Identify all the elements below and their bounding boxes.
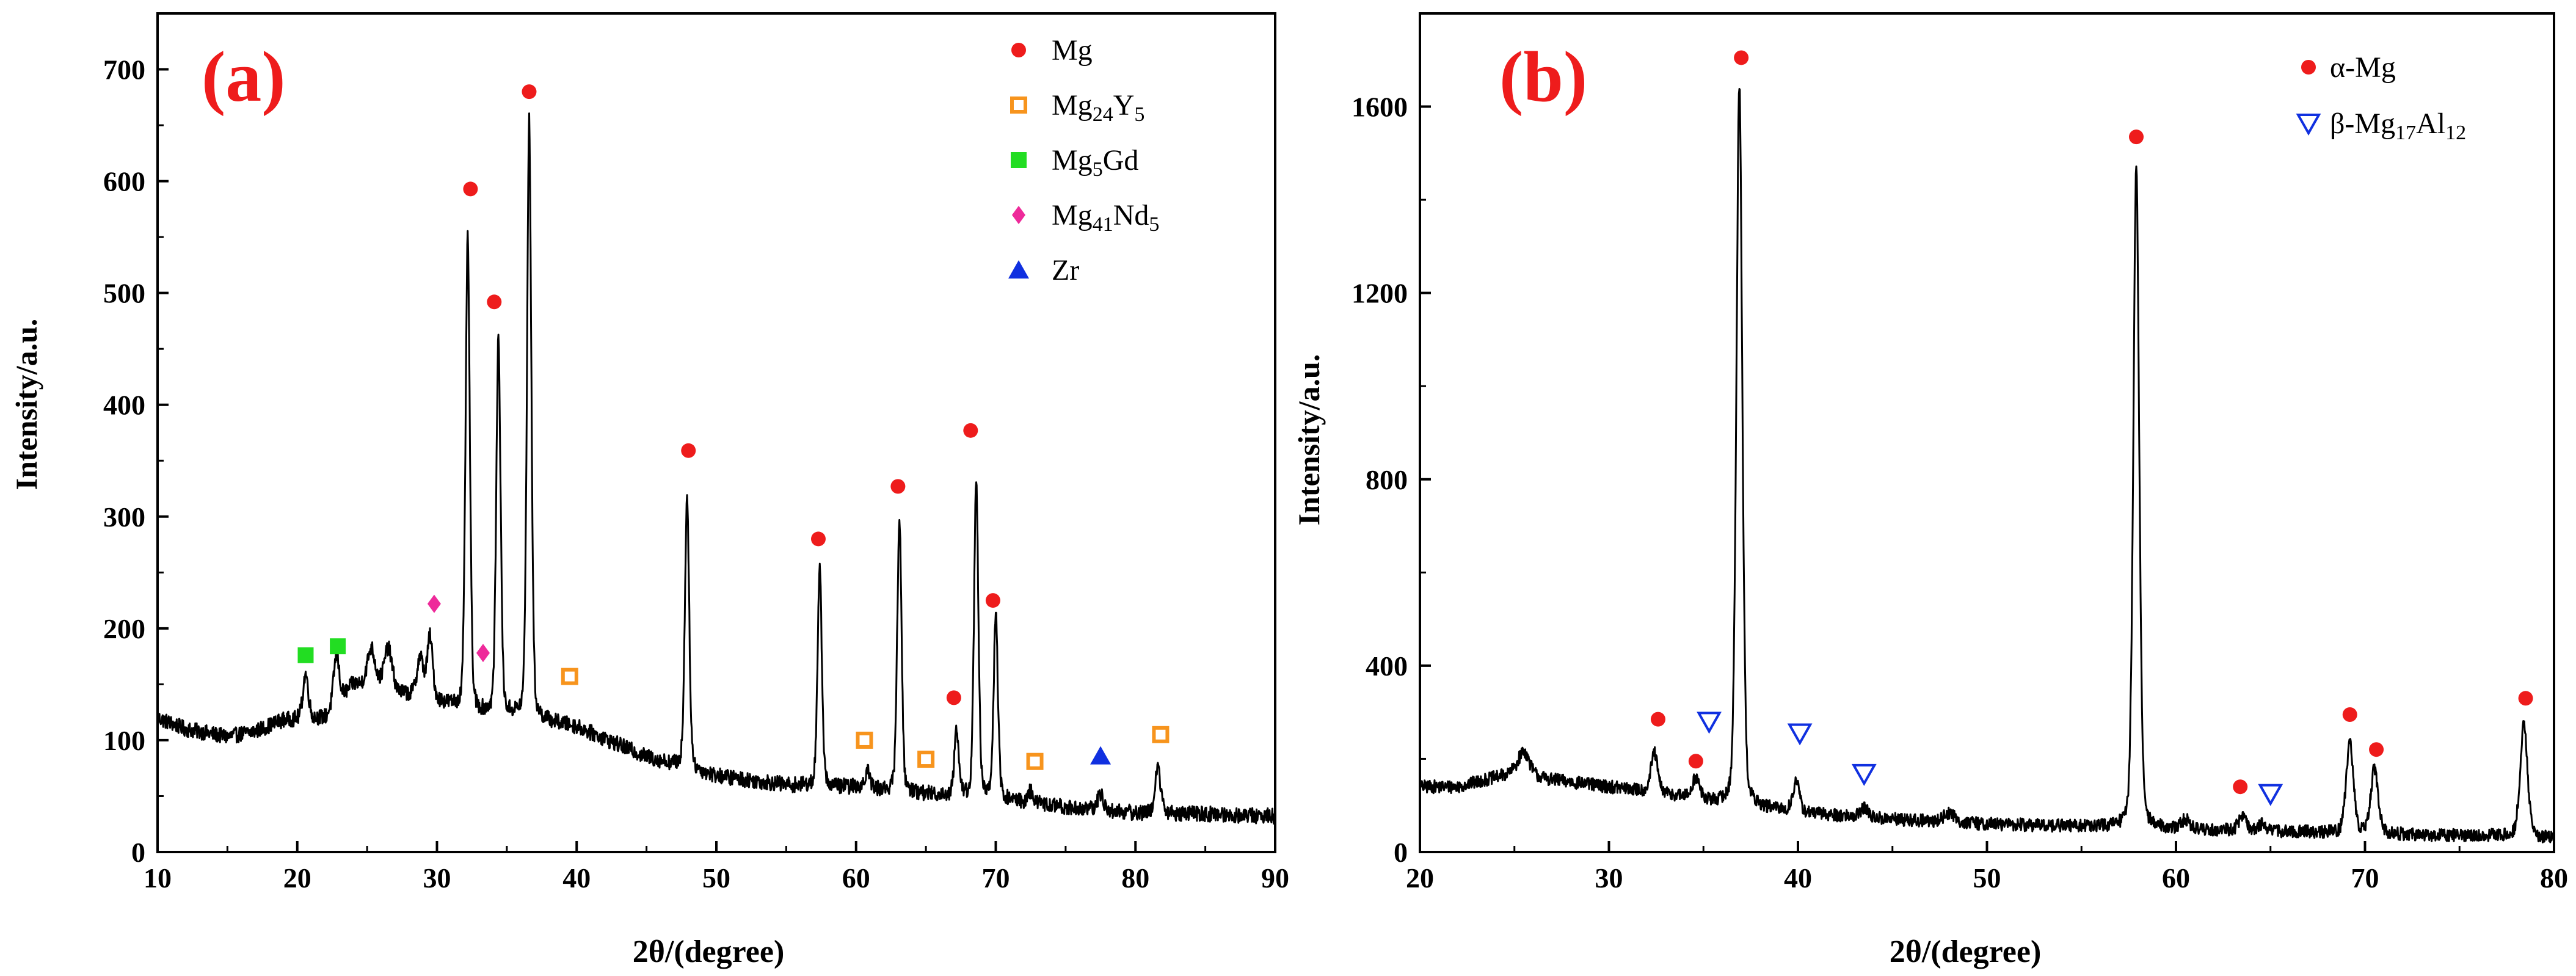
- panel-b-x-tick-label: 30: [1595, 862, 1623, 894]
- panel-a-x-tick-label: 80: [1121, 862, 1149, 894]
- panel-a-label: (a): [202, 37, 286, 117]
- panel-a-phase-marker: [522, 84, 537, 100]
- panel-a-legend-label: Mg5Gd: [1052, 144, 1138, 181]
- panel-b-y-tick-label: 1600: [1352, 92, 1408, 123]
- panel-a-x-tick-label: 50: [702, 862, 730, 894]
- panel-a-x-tick-label: 10: [144, 862, 172, 894]
- panel-b-phase-marker: [1734, 50, 1749, 65]
- panel-b-x-tick-label: 70: [2351, 862, 2379, 894]
- panel-b-phase-marker: [2258, 784, 2283, 806]
- panel-b-phase-marker: [2518, 691, 2533, 706]
- panel-b-phase-marker: [1787, 723, 1813, 746]
- panel-a-legend-symbol: [1008, 260, 1029, 279]
- panel-a-phase-marker: [1152, 726, 1170, 743]
- panel-b-x-tick-label: 50: [1973, 862, 2001, 894]
- panel-a-legend-label: Mg41Nd5: [1052, 199, 1159, 236]
- panel-a-xrd-pattern-line: [156, 112, 1276, 825]
- panel-a-phase-marker: [681, 443, 696, 458]
- panel-b-label: (b): [1499, 37, 1587, 117]
- panel-b-y-tick-label: 400: [1366, 650, 1408, 682]
- panel-b-phase-marker: [1697, 712, 1722, 734]
- panel-a-legend-label: Zr: [1052, 254, 1079, 286]
- panel-b-phase-marker: [2129, 129, 2144, 145]
- panel-b-x-axis-label: 2θ/(degree): [1890, 934, 2042, 969]
- panel-a-plot-frame: [156, 12, 1276, 853]
- panel-b-x-tick-label: 80: [2540, 862, 2568, 894]
- panel-a-x-tick-label: 20: [283, 862, 311, 894]
- panel-a-phase-marker: [1026, 752, 1044, 770]
- panel-a-phase-marker: [1090, 746, 1112, 765]
- panel-a-phase-marker: [946, 690, 961, 705]
- panel-a-phase-marker: [297, 647, 314, 663]
- panel-b-legend-label: β-Mg17Al12: [2330, 107, 2466, 144]
- panel-b-y-tick-label: 1200: [1352, 278, 1408, 309]
- panel-b-phase-marker: [1688, 754, 1703, 769]
- panel-a-xrd-chart: (a) Intensity/a.u. 2θ/(degree) 10 20 30 40 5…: [9, 12, 1289, 969]
- panel-a-y-tick-label: 200: [103, 613, 145, 644]
- panel-a-legend-label: Mg24Y5: [1052, 89, 1144, 126]
- panel-b-x-tick-label: 20: [1406, 862, 1434, 894]
- panel-b-x-tick-label: 60: [2162, 862, 2190, 894]
- panel-a-legend-symbol: [1011, 43, 1026, 57]
- panel-a-y-tick-label: 0: [131, 837, 145, 868]
- panel-a-legend-symbol: [1011, 152, 1027, 168]
- panel-b-x-tick-label: 40: [1784, 862, 1812, 894]
- panel-a-y-tick-label: 700: [103, 54, 145, 86]
- panel-b-phase-marker: [1851, 763, 1877, 786]
- panel-a-y-tick-label: 300: [103, 501, 145, 533]
- panel-b-y-tick-label: 0: [1394, 837, 1408, 868]
- panel-a-phase-marker: [856, 731, 873, 749]
- panel-a-x-axis-label: 2θ/(degree): [633, 934, 785, 969]
- panel-a-x-tick-label: 60: [842, 862, 870, 894]
- panel-b-y-axis-label: Intensity/a.u.: [1292, 354, 1326, 526]
- panel-a-y-tick-label: 400: [103, 390, 145, 421]
- panel-a-phase-marker: [890, 479, 906, 494]
- panel-b-phase-marker: [2342, 707, 2357, 722]
- panel-a-phase-marker: [963, 423, 978, 438]
- panel-a-x-tick-label: 30: [423, 862, 451, 894]
- panel-a-y-tick-label: 500: [103, 278, 145, 309]
- panel-b-phase-marker: [1650, 712, 1665, 727]
- panel-a-phase-marker: [487, 294, 502, 310]
- panel-a-phase-marker: [476, 644, 490, 663]
- panel-a-phase-marker: [810, 531, 826, 547]
- panel-b-xrd-chart: (b) Intensity/a.u. 2θ/(degree) 20 30 40 50 6…: [1292, 12, 2568, 969]
- panel-a-phase-marker: [330, 638, 346, 655]
- panel-a-y-tick-label: 600: [103, 166, 145, 197]
- panel-b-legend-symbol: [2296, 114, 2321, 136]
- panel-a-y-axis-label: Intensity/a.u.: [9, 319, 43, 490]
- panel-b-legend-symbol: [2301, 60, 2316, 75]
- panel-a-x-tick-label: 70: [982, 862, 1010, 894]
- panel-b-phase-marker: [2233, 779, 2248, 795]
- panel-a-phase-marker: [985, 593, 1000, 608]
- panel-a-y-tick-label: 100: [103, 725, 145, 756]
- panel-b-phase-marker: [2369, 742, 2384, 757]
- panel-b-legend-label: α-Mg: [2330, 51, 2396, 84]
- panel-a-x-tick-label: 90: [1261, 862, 1289, 894]
- panel-a-legend-symbol: [1012, 206, 1025, 224]
- panel-a-legend-symbol: [1010, 97, 1027, 114]
- panel-a-phase-marker: [427, 594, 441, 613]
- panel-b-xrd-pattern-line: [1419, 88, 2555, 843]
- panel-a-x-tick-label: 40: [562, 862, 591, 894]
- panel-a-legend-label: Mg: [1052, 34, 1093, 67]
- panel-a-phase-marker: [917, 751, 935, 768]
- panel-b-y-tick-label: 800: [1366, 464, 1408, 495]
- panel-a-phase-marker: [561, 668, 578, 685]
- panel-a-phase-marker: [463, 181, 478, 197]
